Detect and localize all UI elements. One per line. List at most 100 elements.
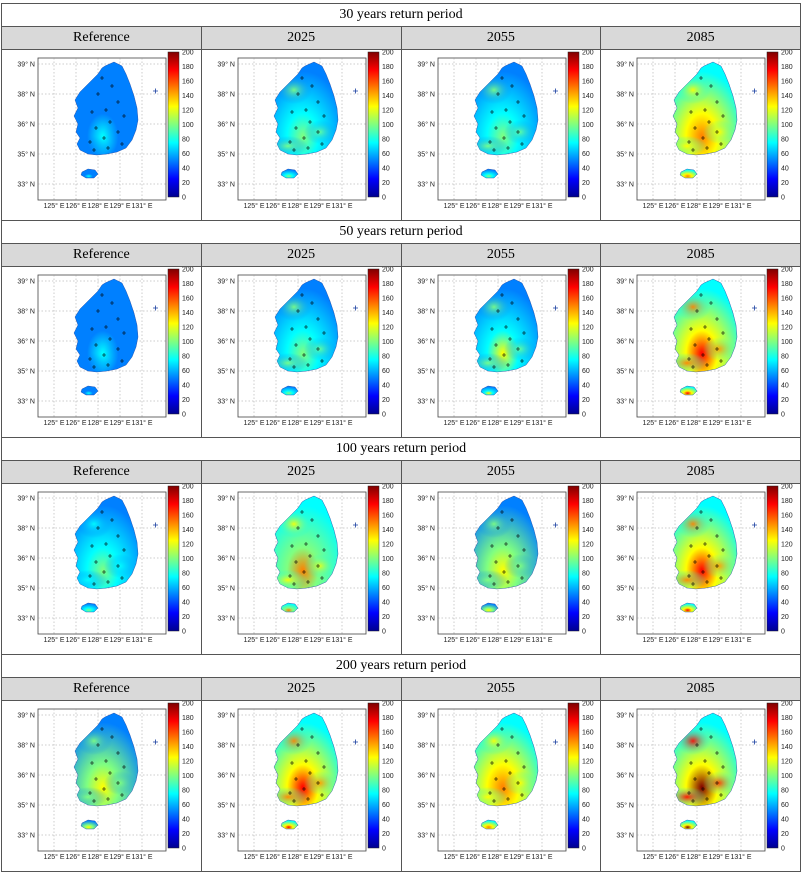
column-header: 2055 bbox=[400, 26, 602, 50]
colorbar-tick-label: 80 bbox=[582, 137, 590, 144]
colorbar-tick-label: 180 bbox=[781, 64, 793, 71]
lat-tick-label: 36° N bbox=[617, 772, 635, 780]
colorbar-tick-label: 100 bbox=[382, 122, 394, 129]
lon-tick-label: 125° E bbox=[243, 636, 264, 644]
colorbar-tick-label: 0 bbox=[781, 846, 785, 853]
colorbar-tick-label: 180 bbox=[182, 64, 194, 71]
map-panel: 39° N 38° N 36° N 35° N 33° N 125° E 126° E 128… bbox=[2, 701, 200, 871]
column-header: 2085 bbox=[600, 26, 801, 50]
lat-tick-label: 33° N bbox=[17, 181, 35, 189]
colorbar-tick-label: 180 bbox=[182, 715, 194, 722]
lon-tick-label: 128° E bbox=[487, 636, 508, 644]
colorbar-tick-label: 200 bbox=[382, 484, 394, 491]
lon-tick-label: 129° E bbox=[509, 853, 530, 861]
lon-tick-label: 126° E bbox=[65, 419, 86, 427]
colorbar-tick-label: 160 bbox=[781, 79, 793, 86]
lat-tick-label: 38° N bbox=[617, 91, 635, 99]
map-plot: 39° N 38° N 36° N 35° N 33° N 125° E 126° E 128… bbox=[17, 267, 194, 427]
colorbar bbox=[167, 702, 180, 849]
map-cell: 39° N 38° N 36° N 35° N 33° N 125° E 126° E 128… bbox=[600, 483, 801, 655]
lon-tick-label: 128° E bbox=[287, 202, 308, 210]
colorbar-tick-label: 80 bbox=[582, 571, 590, 578]
lon-tick-label: 125° E bbox=[643, 202, 664, 210]
colorbar-tick-label: 160 bbox=[382, 513, 394, 520]
colorbar-tick-label: 120 bbox=[182, 325, 194, 332]
colorbar-tick-label: 180 bbox=[182, 498, 194, 505]
lat-tick-label: 35° N bbox=[17, 802, 35, 810]
lat-tick-label: 39° N bbox=[417, 712, 435, 720]
map-plot: 39° N 38° N 36° N 35° N 33° N 125° E 126° E 128… bbox=[217, 484, 394, 644]
colorbar-tick-label: 200 bbox=[182, 267, 194, 274]
colorbar-tick-label: 100 bbox=[781, 339, 793, 346]
column-header: 2025 bbox=[200, 677, 402, 701]
lon-tick-label: 126° E bbox=[665, 853, 686, 861]
lon-tick-label: 128° E bbox=[287, 853, 308, 861]
lat-tick-label: 35° N bbox=[417, 368, 435, 376]
colorbar-tick-label: 140 bbox=[182, 527, 194, 534]
lon-tick-label: 131° E bbox=[131, 202, 152, 210]
jeju-island-shape bbox=[680, 168, 698, 179]
lon-tick-label: 125° E bbox=[443, 202, 464, 210]
colorbar-tick-label: 40 bbox=[582, 166, 590, 173]
jeju-island-shape bbox=[80, 819, 99, 830]
colorbar bbox=[167, 51, 180, 198]
lat-tick-label: 38° N bbox=[417, 91, 435, 99]
colorbar-tick-label: 0 bbox=[382, 195, 386, 202]
colorbar-tick-label: 80 bbox=[182, 788, 190, 795]
lat-tick-label: 33° N bbox=[617, 832, 635, 840]
colorbar-tick-label: 200 bbox=[182, 701, 194, 708]
colorbar-tick-label: 120 bbox=[382, 542, 394, 549]
lon-tick-label: 131° E bbox=[131, 419, 152, 427]
lat-tick-label: 38° N bbox=[17, 742, 35, 750]
lat-tick-label: 38° N bbox=[217, 525, 235, 533]
jeju-island-shape bbox=[280, 168, 299, 179]
lat-tick-label: 33° N bbox=[217, 398, 235, 406]
colorbar-tick-label: 40 bbox=[781, 383, 789, 390]
lon-tick-label: 129° E bbox=[309, 419, 330, 427]
lat-tick-label: 38° N bbox=[417, 308, 435, 316]
lon-tick-label: 128° E bbox=[687, 636, 708, 644]
colorbar-tick-label: 40 bbox=[382, 383, 390, 390]
colorbar-tick-label: 20 bbox=[182, 180, 190, 187]
map-panel: 39° N 38° N 36° N 35° N 33° N 125° E 126° E 128… bbox=[601, 267, 799, 437]
colorbar bbox=[367, 485, 379, 632]
lon-tick-label: 129° E bbox=[709, 419, 730, 427]
colorbar-tick-label: 140 bbox=[781, 93, 793, 100]
jeju-island-shape bbox=[80, 602, 99, 613]
lat-tick-label: 35° N bbox=[617, 585, 635, 593]
colorbar-tick-label: 160 bbox=[182, 730, 194, 737]
lon-tick-label: 131° E bbox=[731, 853, 752, 861]
colorbar-tick-label: 140 bbox=[182, 93, 194, 100]
lon-tick-label: 126° E bbox=[65, 636, 86, 644]
lat-tick-label: 38° N bbox=[17, 308, 35, 316]
colorbar-tick-label: 180 bbox=[382, 715, 394, 722]
colorbar-tick-label: 60 bbox=[781, 802, 789, 809]
lat-tick-label: 36° N bbox=[17, 555, 35, 563]
lat-tick-label: 39° N bbox=[17, 278, 35, 286]
colorbar-tick-label: 0 bbox=[182, 412, 186, 419]
lon-tick-label: 128° E bbox=[87, 853, 108, 861]
map-panel: 39° N 38° N 36° N 35° N 33° N 125° E 126° E 128… bbox=[601, 701, 799, 871]
lon-tick-label: 131° E bbox=[331, 202, 352, 210]
colorbar bbox=[367, 702, 379, 849]
map-plot: 39° N 38° N 36° N 35° N 33° N 125° E 126° E 128… bbox=[417, 484, 593, 644]
column-header: Reference bbox=[1, 243, 202, 267]
lon-tick-label: 129° E bbox=[309, 636, 330, 644]
colorbar bbox=[567, 485, 579, 632]
jeju-island-shape bbox=[280, 385, 299, 396]
lat-tick-label: 38° N bbox=[217, 91, 235, 99]
lon-tick-label: 126° E bbox=[665, 419, 686, 427]
colorbar-tick-label: 40 bbox=[582, 383, 590, 390]
lat-tick-label: 35° N bbox=[417, 802, 435, 810]
lat-tick-label: 35° N bbox=[17, 368, 35, 376]
lon-tick-label: 131° E bbox=[331, 853, 352, 861]
colorbar-tick-label: 0 bbox=[582, 195, 586, 202]
lon-tick-label: 128° E bbox=[487, 202, 508, 210]
map-panel: 39° N 38° N 36° N 35° N 33° N 125° E 126° E 128… bbox=[402, 267, 600, 437]
lat-tick-label: 33° N bbox=[17, 615, 35, 623]
lat-tick-label: 36° N bbox=[417, 555, 435, 563]
colorbar-tick-label: 200 bbox=[582, 50, 594, 57]
colorbar bbox=[767, 702, 779, 849]
lon-tick-label: 131° E bbox=[531, 419, 552, 427]
colorbar-tick-label: 60 bbox=[781, 585, 789, 592]
